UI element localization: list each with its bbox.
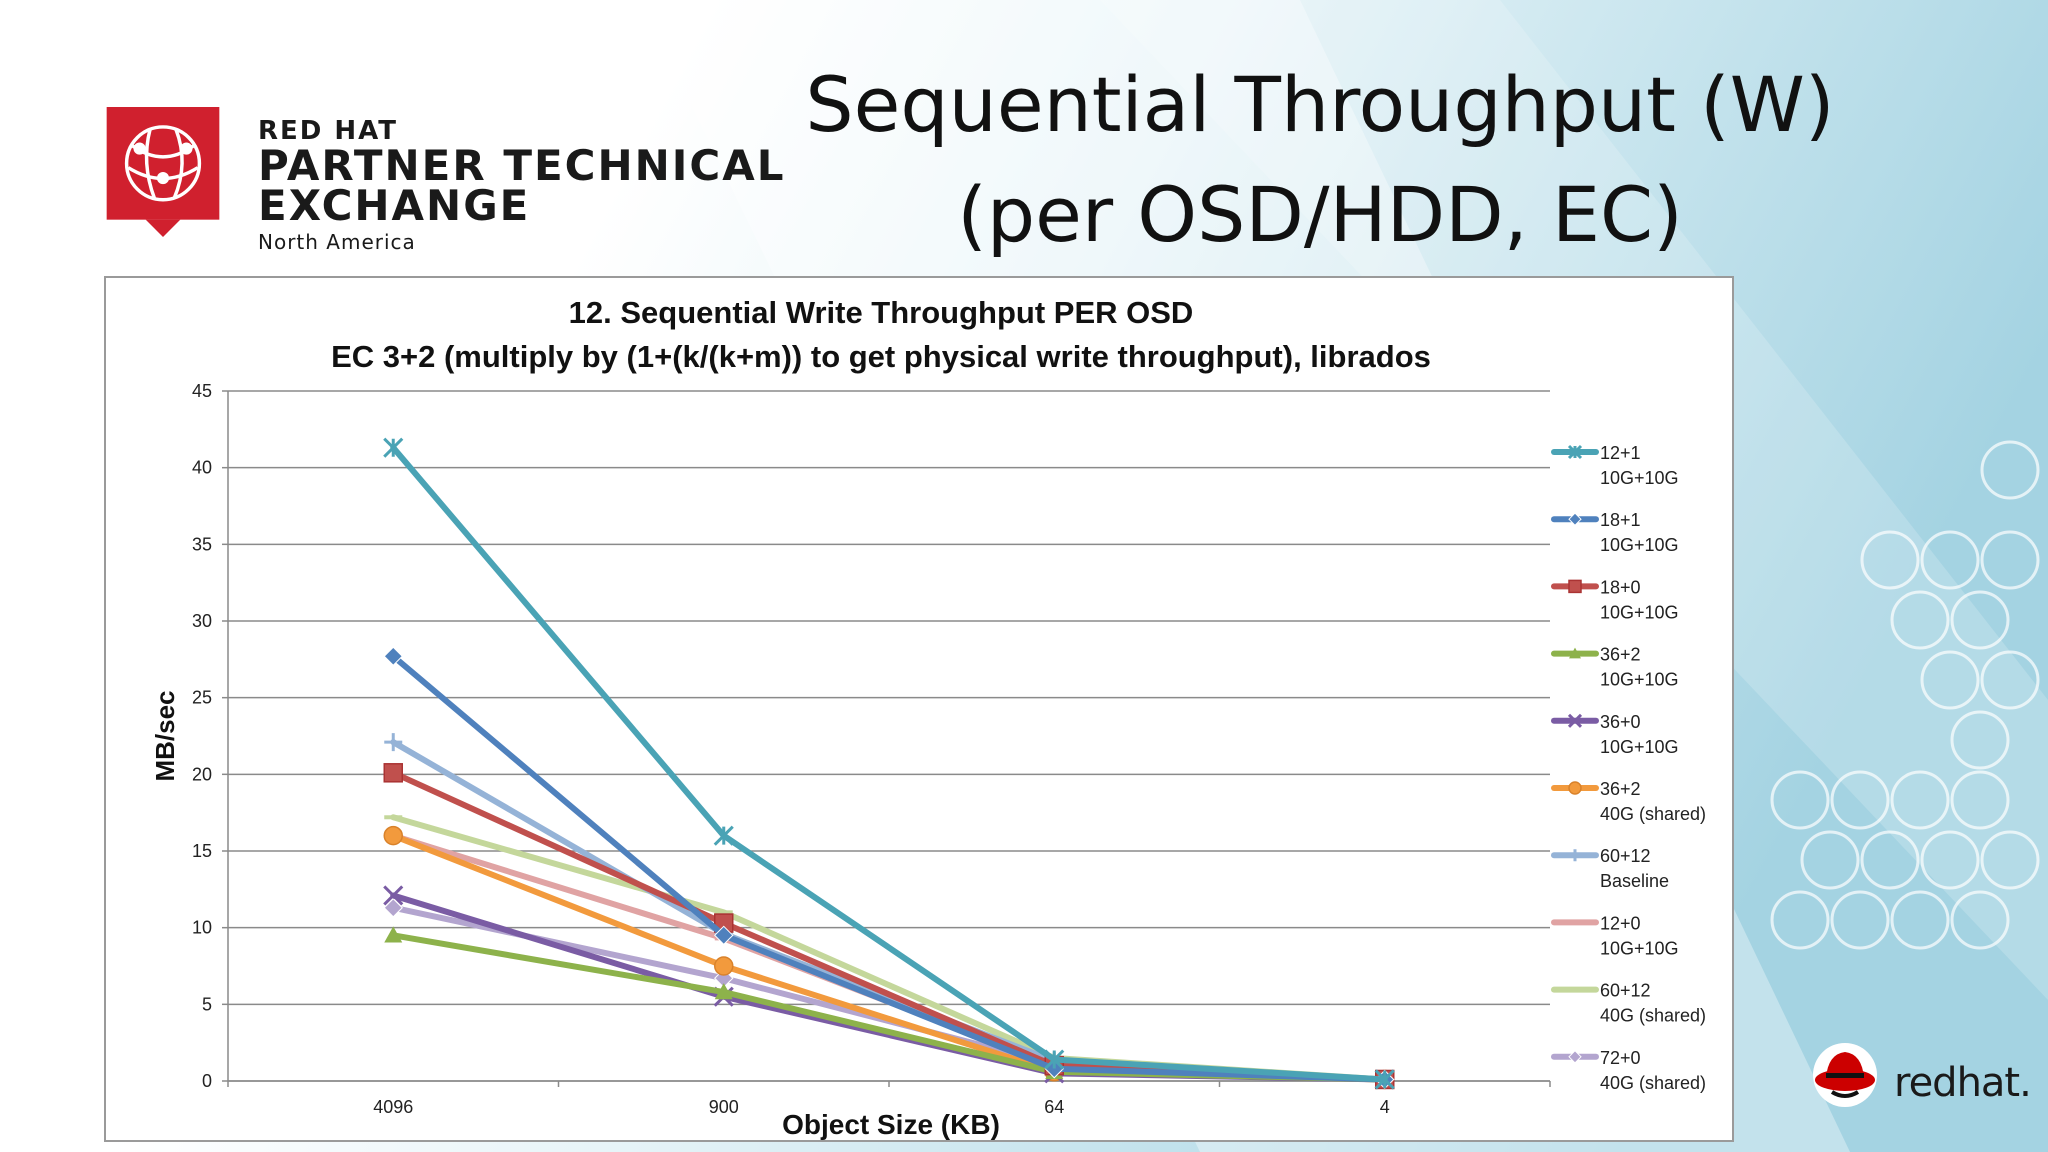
- y-axis-label: MB/sec: [150, 690, 180, 781]
- y-tick-label: 40: [192, 458, 212, 478]
- legend-marker: [1568, 781, 1582, 795]
- x-tick-label: 900: [709, 1097, 739, 1117]
- line-chart: 12. Sequential Write Throughput PER OSD E…: [150, 295, 1706, 1140]
- legend-sublabel: 40G (shared): [1600, 1073, 1706, 1093]
- globe-icon: [124, 125, 202, 202]
- redhat-logo: redhat.: [1810, 1040, 2032, 1110]
- legend-label: 36+2: [1600, 779, 1641, 799]
- slide-title-line2: (per OSD/HDD, EC): [957, 170, 1683, 259]
- data-point: [714, 983, 733, 1000]
- brand-line2: PARTNER TECHNICAL: [258, 141, 786, 190]
- legend-marker: [1569, 987, 1581, 992]
- x-tick-label: 64: [1044, 1097, 1064, 1117]
- series-line: [390, 832, 1388, 1083]
- y-tick-label: 10: [192, 918, 212, 938]
- legend-label: 72+0: [1600, 1048, 1641, 1068]
- brand-text: RED HAT PARTNER TECHNICAL EXCHANGE North…: [258, 116, 786, 256]
- shadowman-icon: [1813, 1043, 1877, 1107]
- data-point: [1374, 1069, 1395, 1090]
- data-point: [384, 733, 403, 752]
- slide-title: Sequential Throughput (W) (per OSD/HDD, …: [780, 50, 1860, 270]
- y-tick-label: 35: [192, 534, 212, 554]
- data-point: [383, 898, 403, 918]
- data-point: [1044, 1049, 1065, 1070]
- legend-label: 60+12: [1600, 981, 1651, 1001]
- brand-line4: North America: [258, 230, 416, 254]
- legend-label: 36+2: [1600, 645, 1641, 665]
- y-tick-label: 5: [202, 994, 212, 1014]
- x-tick-label: 4096: [373, 1097, 413, 1117]
- legend-sublabel: 10G+10G: [1600, 468, 1679, 488]
- legend-label: 36+0: [1600, 712, 1641, 732]
- legend-sublabel: 10G+10G: [1600, 670, 1679, 690]
- legend-marker: [1567, 713, 1583, 728]
- legend-marker: [1567, 444, 1583, 460]
- legend-sublabel: 10G+10G: [1600, 602, 1679, 622]
- legend-sublabel: 10G+10G: [1600, 737, 1679, 757]
- data-point: [714, 910, 733, 915]
- legend-marker: [1568, 579, 1582, 594]
- legend-sublabel: 10G+10G: [1600, 938, 1679, 958]
- legend-sublabel: 40G (shared): [1600, 804, 1706, 824]
- series-line: [390, 832, 1388, 1083]
- chart-title: 12. Sequential Write Throughput PER OSD: [569, 295, 1194, 330]
- legend-label: 60+12: [1600, 846, 1651, 866]
- data-point: [383, 763, 403, 783]
- data-point: [384, 815, 403, 820]
- y-tick-label: 25: [192, 688, 212, 708]
- legend-marker: [1569, 647, 1581, 659]
- legend-label: 18+0: [1600, 577, 1641, 597]
- legend-marker: [1569, 920, 1581, 925]
- legend-sublabel: Baseline: [1600, 871, 1669, 891]
- legend-marker: [1568, 1050, 1582, 1064]
- data-point: [713, 825, 734, 846]
- data-point: [714, 925, 734, 946]
- chart-frame: 12. Sequential Write Throughput PER OSD E…: [104, 276, 1734, 1142]
- y-tick-label: 0: [202, 1071, 212, 1091]
- data-point: [383, 825, 403, 846]
- legend-sublabel: 10G+10G: [1600, 535, 1679, 555]
- y-tick-label: 15: [192, 841, 212, 861]
- x-tick-label: 4: [1380, 1097, 1390, 1117]
- data-point: [383, 646, 403, 666]
- decorative-pattern: [1770, 440, 2040, 950]
- y-tick-label: 30: [192, 611, 212, 631]
- redhat-wordmark: redhat.: [1894, 1060, 2032, 1106]
- legend-sublabel: 40G (shared): [1600, 1006, 1706, 1026]
- y-tick-label: 45: [192, 381, 212, 401]
- series-line: [390, 653, 1388, 1083]
- data-point: [714, 956, 734, 976]
- legend-label: 12+1: [1600, 443, 1641, 463]
- legend-label: 18+1: [1600, 510, 1641, 530]
- chart-subtitle: EC 3+2 (multiply by (1+(k/(k+m)) to get …: [331, 339, 1431, 374]
- legend-label: 12+0: [1600, 913, 1641, 933]
- brand-line3: EXCHANGE: [258, 181, 531, 230]
- data-point: [384, 926, 403, 943]
- x-axis-label: Object Size (KB): [782, 1109, 1000, 1140]
- slide-title-line1: Sequential Throughput (W): [805, 60, 1835, 149]
- legend-marker: [1569, 849, 1581, 862]
- legend-marker: [1568, 512, 1582, 526]
- data-point: [383, 885, 404, 906]
- y-tick-label: 20: [192, 764, 212, 784]
- data-point: [383, 437, 404, 458]
- red-hat-ptx-logo: [106, 107, 220, 237]
- brand-line1: RED HAT: [258, 116, 399, 146]
- series-line: [390, 444, 1388, 1083]
- series-line: [390, 932, 1388, 1083]
